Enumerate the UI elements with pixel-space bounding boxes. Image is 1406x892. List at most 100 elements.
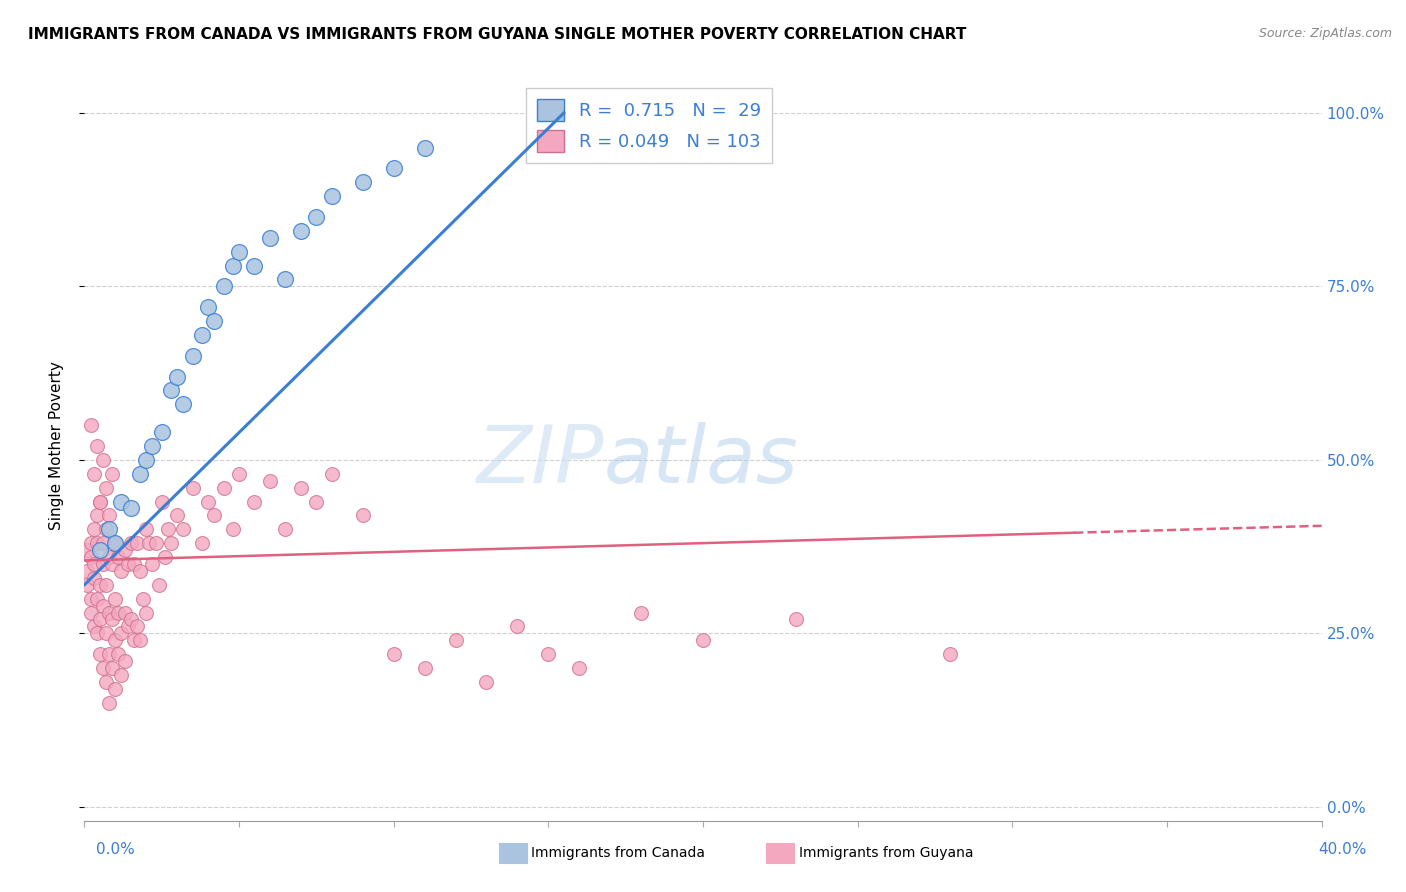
Text: atlas: atlas (605, 422, 799, 500)
Point (382, 647, 405, 661)
Point (98, 549, 121, 564)
Point (160, 536, 183, 550)
Point (939, 647, 962, 661)
Point (692, 633, 714, 648)
Point (94, 522, 117, 536)
Text: IMMIGRANTS FROM CANADA VS IMMIGRANTS FROM GUYANA SINGLE MOTHER POVERTY CORRELATI: IMMIGRANTS FROM CANADA VS IMMIGRANTS FRO… (28, 27, 966, 42)
Point (86, 439, 108, 453)
Point (101, 557, 124, 571)
Point (228, 244, 250, 259)
Point (101, 612, 124, 626)
Point (79, 418, 101, 433)
Point (117, 619, 139, 633)
Point (83, 619, 105, 633)
Point (89, 612, 111, 626)
Text: Immigrants from Guyana: Immigrants from Guyana (799, 846, 973, 860)
Point (98, 522, 121, 536)
Point (98, 647, 121, 661)
Text: Immigrants from Canada: Immigrants from Canada (531, 846, 706, 860)
Point (135, 453, 157, 467)
Point (86, 626, 108, 640)
Point (86, 536, 108, 550)
Point (212, 279, 235, 293)
Point (150, 494, 173, 508)
Point (94, 481, 117, 495)
Point (166, 369, 188, 384)
Point (76, 578, 98, 592)
Point (259, 474, 281, 488)
Point (274, 522, 297, 536)
Point (120, 536, 142, 550)
Point (135, 606, 157, 620)
Point (89, 494, 111, 508)
Point (98, 696, 121, 710)
Point (94, 578, 117, 592)
Point (630, 606, 652, 620)
Point (222, 259, 245, 273)
Point (321, 467, 343, 481)
Point (191, 328, 214, 343)
Point (228, 467, 250, 481)
Point (89, 647, 111, 661)
Point (104, 591, 127, 606)
Point (352, 175, 374, 189)
Point (129, 564, 152, 578)
Point (104, 536, 127, 550)
Point (568, 661, 591, 675)
Point (117, 557, 139, 571)
Point (475, 674, 498, 689)
Text: 40.0%: 40.0% (1319, 842, 1367, 856)
Point (125, 536, 148, 550)
Point (94, 626, 117, 640)
Point (76, 543, 98, 558)
Point (150, 425, 173, 439)
Point (138, 536, 160, 550)
Point (274, 272, 297, 286)
Point (79, 606, 101, 620)
Point (125, 619, 148, 633)
Point (104, 536, 127, 550)
Point (91, 536, 114, 550)
Point (444, 633, 467, 648)
Point (83, 522, 105, 536)
Point (104, 633, 127, 648)
Point (107, 606, 129, 620)
Point (129, 467, 152, 481)
Point (212, 481, 235, 495)
Point (114, 543, 136, 558)
Point (172, 397, 194, 411)
Point (141, 439, 163, 453)
Point (181, 349, 204, 363)
Text: ZIP: ZIP (477, 422, 605, 500)
Point (114, 606, 136, 620)
Point (120, 501, 142, 516)
Point (181, 481, 204, 495)
Point (94, 674, 117, 689)
Point (197, 494, 219, 508)
Point (305, 494, 328, 508)
Point (352, 508, 374, 523)
Point (89, 578, 111, 592)
Point (141, 557, 163, 571)
Point (243, 259, 266, 273)
Point (89, 543, 111, 558)
Point (413, 661, 436, 675)
Point (110, 626, 132, 640)
Point (172, 522, 194, 536)
Point (122, 633, 145, 648)
Point (222, 522, 245, 536)
Point (160, 384, 183, 398)
Point (101, 661, 124, 675)
Point (259, 231, 281, 245)
Point (382, 161, 405, 176)
Point (110, 668, 132, 682)
Point (110, 564, 132, 578)
Point (506, 619, 529, 633)
Point (305, 210, 328, 224)
Point (98, 508, 121, 523)
Point (114, 654, 136, 668)
Point (76, 564, 98, 578)
Point (537, 647, 560, 661)
Point (104, 681, 127, 696)
Point (86, 508, 108, 523)
